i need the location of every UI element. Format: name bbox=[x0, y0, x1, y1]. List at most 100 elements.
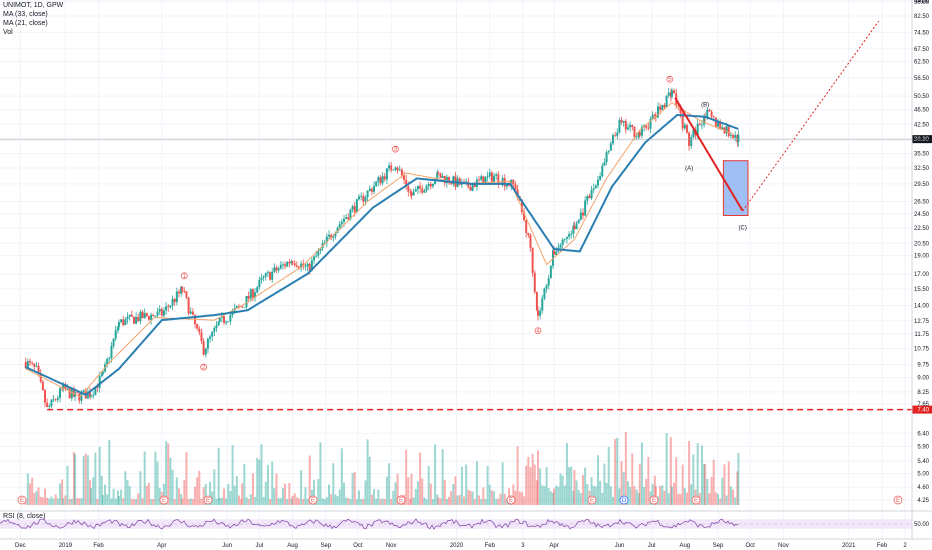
volume-legend[interactable]: Vol bbox=[3, 29, 13, 36]
event-marker-label: E bbox=[162, 498, 166, 504]
candle-body bbox=[531, 247, 534, 273]
candle-body bbox=[156, 311, 159, 316]
volume-bar bbox=[727, 461, 730, 505]
time-tick-label: Jun bbox=[222, 543, 232, 549]
volume-bar bbox=[284, 483, 287, 505]
price-tick-label: 12.75 bbox=[914, 319, 930, 325]
wave-c-line bbox=[674, 97, 744, 212]
price-tick-label: 56.50 bbox=[914, 76, 930, 82]
candle-body bbox=[338, 224, 341, 228]
candle-body bbox=[313, 256, 316, 261]
candle-body bbox=[35, 365, 38, 367]
volume-bar bbox=[596, 455, 599, 505]
time-tick-label: Feb bbox=[93, 543, 104, 549]
candle-body bbox=[439, 173, 442, 178]
volume-bar bbox=[345, 497, 348, 505]
candle-body bbox=[175, 291, 178, 303]
candle-body bbox=[258, 279, 261, 288]
candle-body bbox=[94, 386, 97, 395]
event-marker bbox=[649, 495, 659, 505]
candle-body bbox=[497, 174, 500, 184]
volume-bar bbox=[96, 498, 99, 505]
volume-bar bbox=[44, 488, 47, 505]
candle-body bbox=[706, 109, 709, 118]
candle-body bbox=[584, 200, 587, 216]
candle-body bbox=[645, 125, 648, 128]
volume-bar bbox=[321, 498, 324, 505]
candle-body bbox=[588, 196, 591, 199]
volume-bar bbox=[74, 454, 77, 505]
symbol-title[interactable]: UNIMOT, 1D, GPW bbox=[3, 2, 64, 9]
candle-body bbox=[54, 399, 57, 401]
volume-bar bbox=[704, 464, 707, 505]
candle-body bbox=[503, 178, 506, 187]
candle-body bbox=[436, 172, 439, 181]
candle-body bbox=[220, 316, 223, 318]
volume-bar bbox=[710, 476, 713, 505]
candle-body bbox=[180, 287, 183, 294]
volume-bar bbox=[529, 467, 532, 505]
candle-body bbox=[463, 181, 466, 183]
volume-bar bbox=[135, 498, 138, 505]
candle-body bbox=[217, 322, 220, 326]
candle-body bbox=[490, 172, 493, 182]
ma33-legend[interactable]: MA (33, close) bbox=[3, 11, 48, 18]
candle-body bbox=[425, 185, 428, 191]
volume-bar bbox=[256, 457, 259, 505]
ma21-legend[interactable]: MA (21, close) bbox=[3, 20, 48, 27]
volume-bar bbox=[703, 463, 706, 505]
candle-body bbox=[360, 195, 363, 197]
volume-bar bbox=[545, 467, 548, 505]
candle-body bbox=[685, 124, 688, 133]
volume-bar bbox=[108, 440, 111, 505]
wave-label: (A) bbox=[685, 166, 693, 172]
volume-bar bbox=[334, 494, 337, 505]
volume-bar bbox=[171, 469, 174, 505]
volume-bar bbox=[450, 491, 453, 505]
candle-body bbox=[400, 169, 403, 176]
volume-bar bbox=[112, 488, 115, 505]
volume-bar bbox=[624, 431, 627, 505]
volume-bar bbox=[26, 473, 29, 505]
volume-bar bbox=[482, 487, 485, 505]
price-tick-label: 5.40 bbox=[917, 459, 929, 465]
candle-body bbox=[712, 116, 715, 118]
price-tick-label: 5.90 bbox=[917, 445, 929, 451]
volume-bar bbox=[471, 491, 474, 505]
volume-bar bbox=[124, 471, 127, 505]
volume-bar bbox=[609, 486, 612, 505]
candle-body bbox=[243, 307, 246, 308]
volume-bar bbox=[590, 477, 593, 505]
candle-body bbox=[308, 263, 311, 271]
candle-body bbox=[710, 111, 713, 117]
candle-body bbox=[683, 124, 686, 129]
candle-body bbox=[592, 188, 595, 190]
candle-body bbox=[377, 177, 380, 182]
event-marker-label: E bbox=[590, 498, 594, 504]
candle-body bbox=[46, 402, 49, 407]
candle-body bbox=[721, 127, 724, 130]
volume-bar bbox=[237, 495, 240, 505]
candle-body bbox=[725, 126, 728, 134]
candle-body bbox=[33, 363, 36, 367]
volume-bar bbox=[54, 494, 57, 505]
price-tick-label: 14.00 bbox=[914, 304, 930, 310]
candle-body bbox=[529, 234, 532, 248]
candle-body bbox=[607, 150, 610, 153]
volume-bar bbox=[607, 447, 610, 505]
volume-bar bbox=[233, 485, 236, 505]
volume-bar bbox=[385, 476, 388, 505]
event-marker bbox=[203, 495, 213, 505]
volume-bar bbox=[181, 498, 184, 505]
candle-body bbox=[452, 176, 455, 185]
rsi-legend[interactable]: RSI (8, close) bbox=[3, 513, 46, 520]
volume-bar bbox=[425, 498, 428, 505]
volume-bar bbox=[50, 496, 53, 505]
wave-label: (C) bbox=[739, 225, 747, 231]
candle-body bbox=[222, 316, 225, 323]
candle-body bbox=[665, 95, 668, 108]
volume-bar bbox=[714, 492, 717, 505]
time-axis: Dec 2019 Feb Apr Jun Jul Aug Sep Oct Nov 2020 Feb 3 A… bbox=[0, 538, 932, 549]
volume-bar bbox=[436, 494, 439, 505]
candle-body bbox=[39, 373, 42, 382]
